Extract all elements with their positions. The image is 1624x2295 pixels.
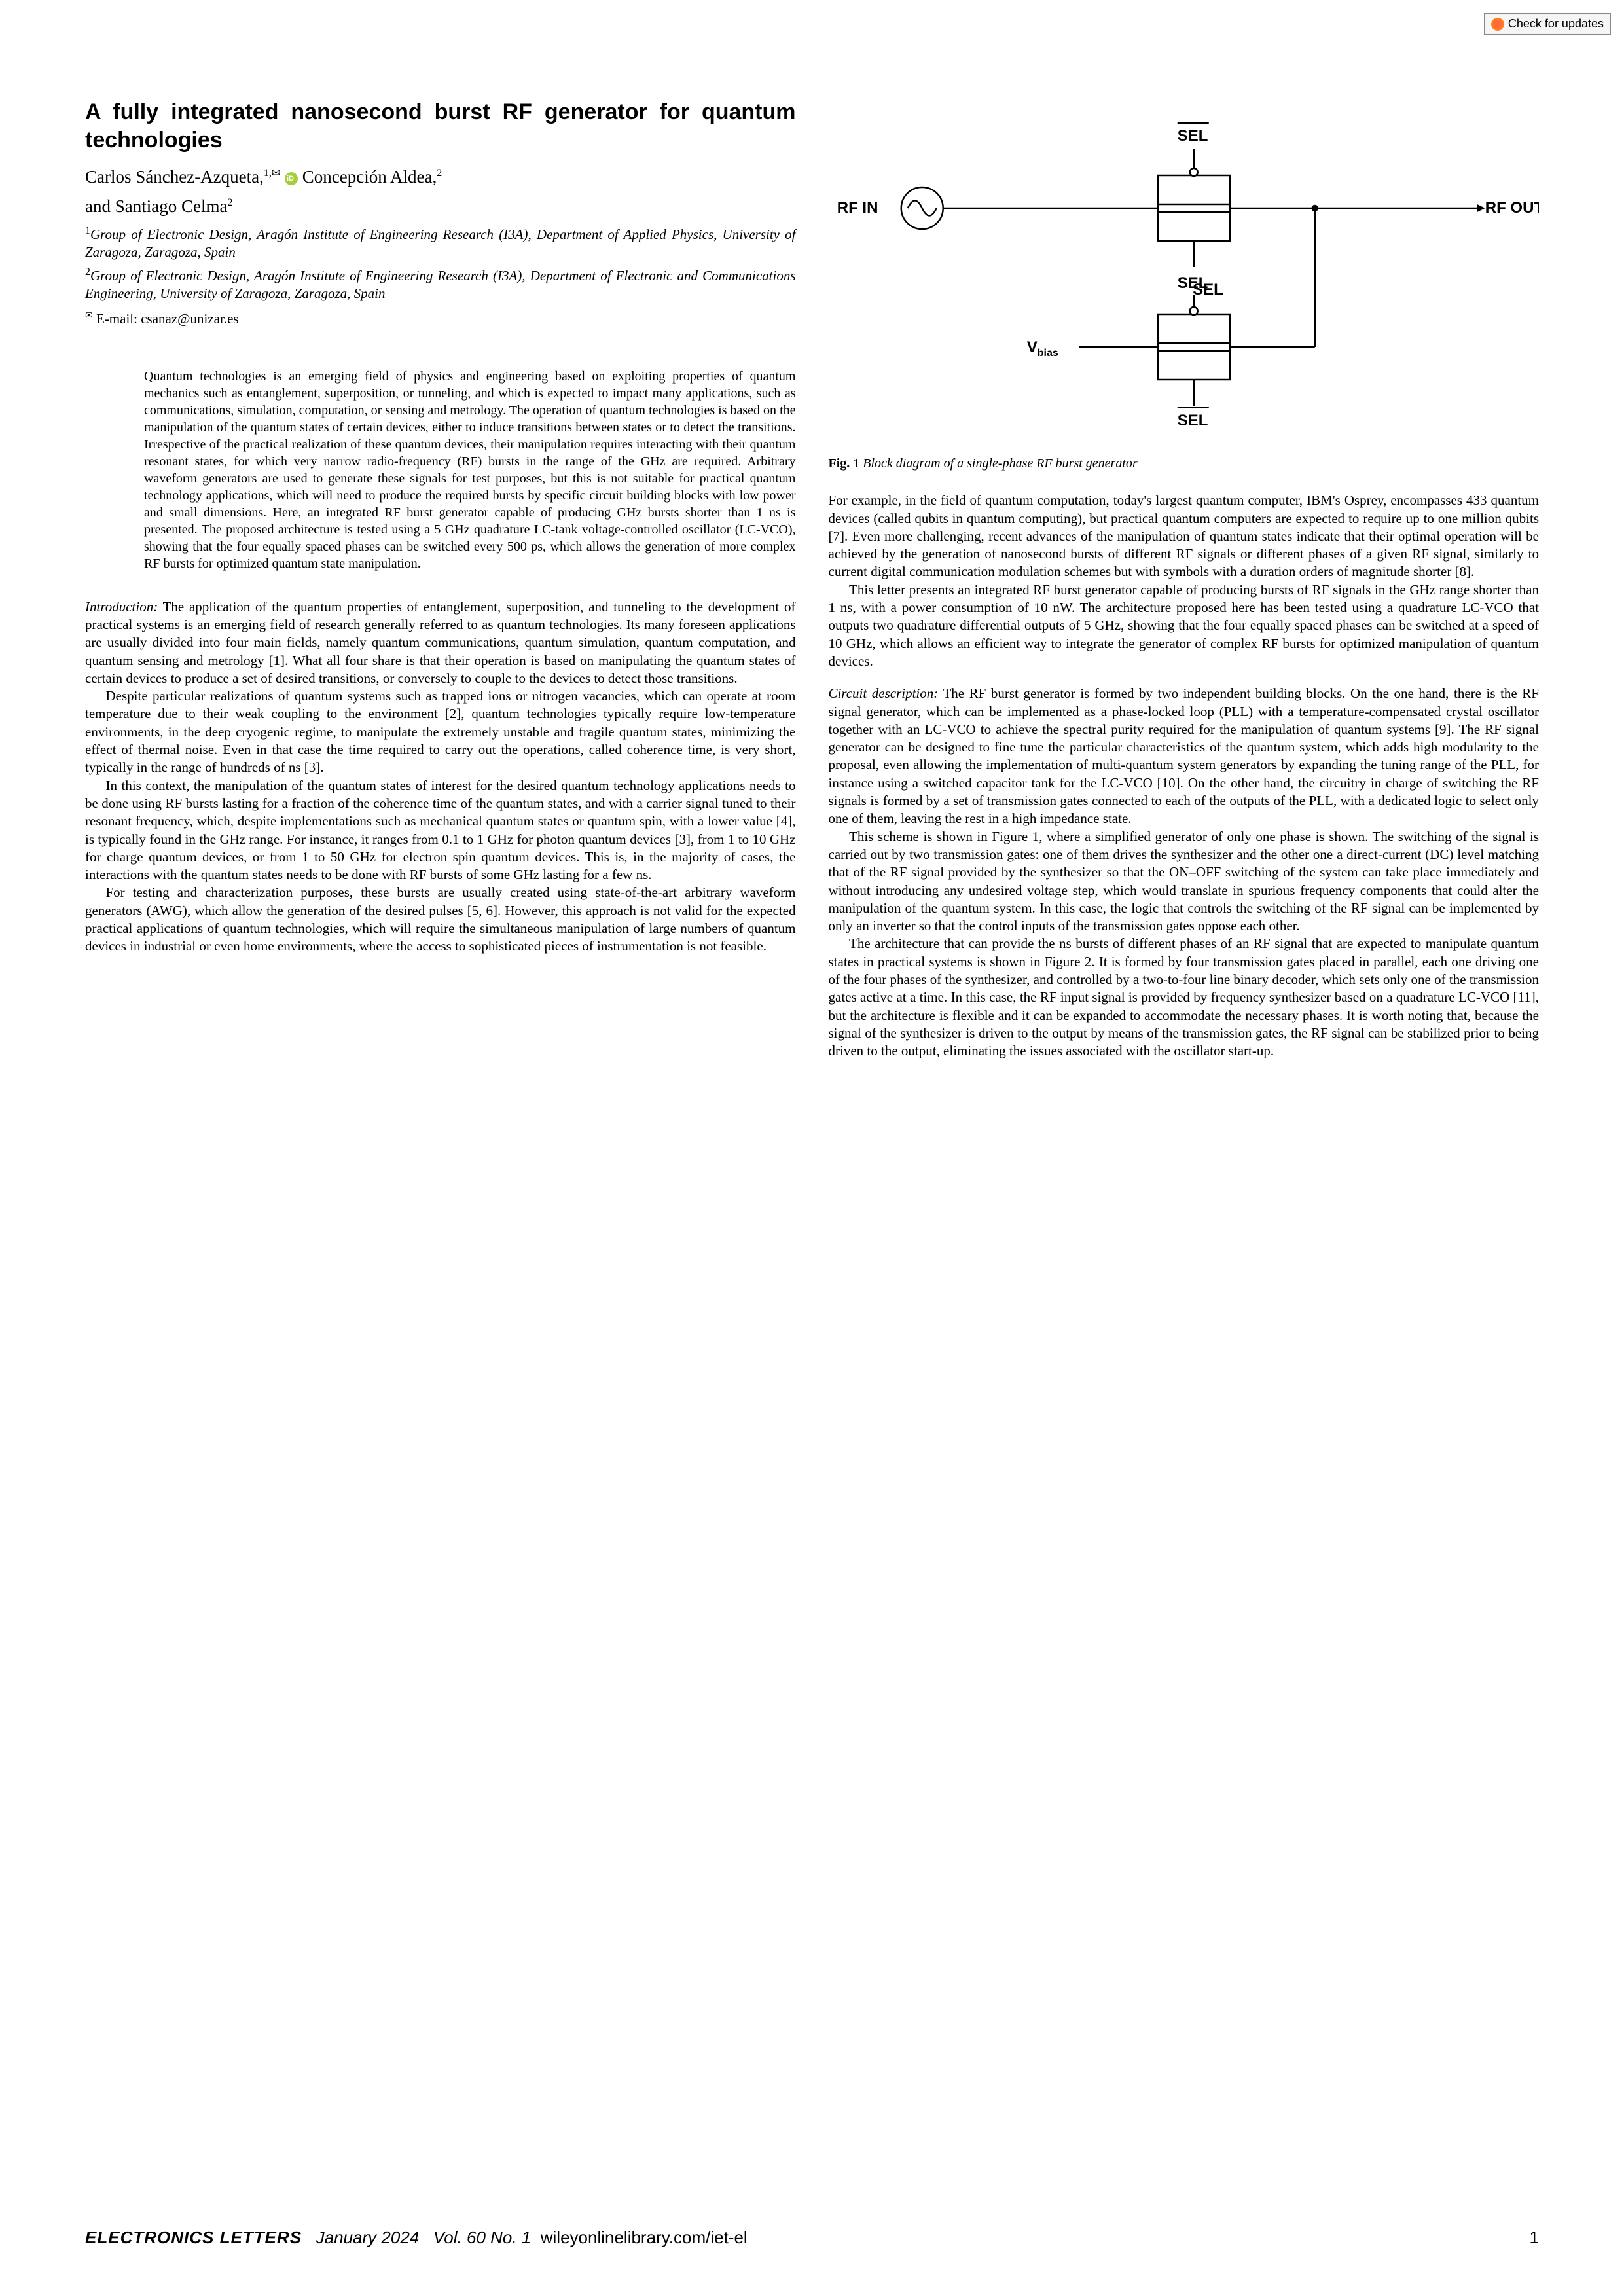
intro-p2: Despite particular realizations of quant… — [85, 687, 796, 776]
col2-p1: For example, in the field of quantum com… — [829, 492, 1540, 581]
footer-vol: Vol. 60 No. 1 — [433, 2228, 531, 2247]
orcid-icon[interactable] — [285, 172, 298, 185]
footer-url: wileyonlinelibrary.com/iet-el — [541, 2228, 748, 2247]
sel-bar-bottom: SEL — [1177, 412, 1208, 429]
affil-2-sup: 2 — [85, 266, 90, 278]
figure-1: RF IN — [829, 98, 1540, 472]
author-3-name: and Santiago Celma — [85, 196, 227, 216]
top-transmission-gate — [1157, 149, 1229, 267]
author-1-sup: 1,✉ — [264, 168, 280, 179]
fig1-caption-text: Block diagram of a single-phase RF burst… — [863, 456, 1137, 471]
affiliation-1: 1Group of Electronic Design, Aragón Inst… — [85, 225, 796, 262]
intro-p1-text: The application of the quantum propertie… — [85, 599, 796, 686]
authors-line-1: Carlos Sánchez-Azqueta,1,✉ Concepción Al… — [85, 166, 796, 189]
affil-1-text: Group of Electronic Design, Aragón Insti… — [85, 226, 796, 260]
sel-bar-top: SEL — [1177, 127, 1208, 145]
intro-p4: For testing and characterization purpose… — [85, 884, 796, 955]
sel-bottom-top: SEL — [1193, 281, 1223, 298]
abstract: Quantum technologies is an emerging fiel… — [144, 368, 796, 572]
bottom-transmission-gate — [1157, 295, 1229, 406]
page-footer: ELECTRONICS LETTERS January 2024 Vol. 60… — [85, 2227, 1539, 2249]
email-text: E-mail: csanaz@unizar.es — [93, 311, 239, 327]
intro-p1: Introduction: The application of the qua… — [85, 598, 796, 687]
intro-p3: In this context, the manipulation of the… — [85, 777, 796, 884]
author-2-sup: 2 — [437, 168, 442, 179]
circuit-label: Circuit description: — [829, 685, 939, 701]
footer-date: January 2024 — [316, 2228, 420, 2247]
envelope-icon: ✉ — [85, 311, 93, 321]
vbias-label: Vbias — [1026, 338, 1058, 359]
figure-1-caption: Fig. 1 Block diagram of a single-phase R… — [829, 455, 1540, 472]
col2-p4: This scheme is shown in Figure 1, where … — [829, 828, 1540, 935]
col2-p3-text: The RF burst generator is formed by two … — [829, 685, 1540, 826]
right-column: RF IN — [829, 98, 1540, 2197]
footer-journal: ELECTRONICS LETTERS — [85, 2228, 302, 2247]
check-updates-badge[interactable]: Check for updates — [1484, 13, 1611, 35]
author-2-name: Concepción Aldea, — [302, 167, 437, 187]
authors-line-2: and Santiago Celma2 — [85, 195, 796, 218]
rf-out-label: RF OUT — [1485, 199, 1539, 217]
affiliation-2: 2Group of Electronic Design, Aragón Inst… — [85, 266, 796, 303]
figure-1-diagram: RF IN — [829, 98, 1540, 445]
affil-2-text: Group of Electronic Design, Aragón Insti… — [85, 268, 796, 301]
col2-p5: The architecture that can provide the ns… — [829, 935, 1540, 1060]
col2-p2: This letter presents an integrated RF bu… — [829, 581, 1540, 670]
intro-label: Introduction: — [85, 599, 158, 615]
author-1-name: Carlos Sánchez-Azqueta, — [85, 167, 264, 187]
check-updates-label: Check for updates — [1508, 16, 1604, 31]
corresponding-email: ✉ E-mail: csanaz@unizar.es — [85, 310, 796, 328]
fig1-label: Fig. 1 — [829, 456, 860, 471]
check-updates-icon — [1491, 18, 1504, 31]
rf-in-label: RF IN — [837, 199, 878, 217]
article-title: A fully integrated nanosecond burst RF g… — [85, 98, 796, 154]
col2-p3: Circuit description: The RF burst genera… — [829, 685, 1540, 827]
footer-left: ELECTRONICS LETTERS January 2024 Vol. 60… — [85, 2227, 748, 2249]
affil-1-sup: 1 — [85, 225, 90, 236]
footer-page-number: 1 — [1530, 2227, 1539, 2249]
left-column: A fully integrated nanosecond burst RF g… — [85, 98, 796, 2197]
author-3-sup: 2 — [227, 197, 232, 208]
